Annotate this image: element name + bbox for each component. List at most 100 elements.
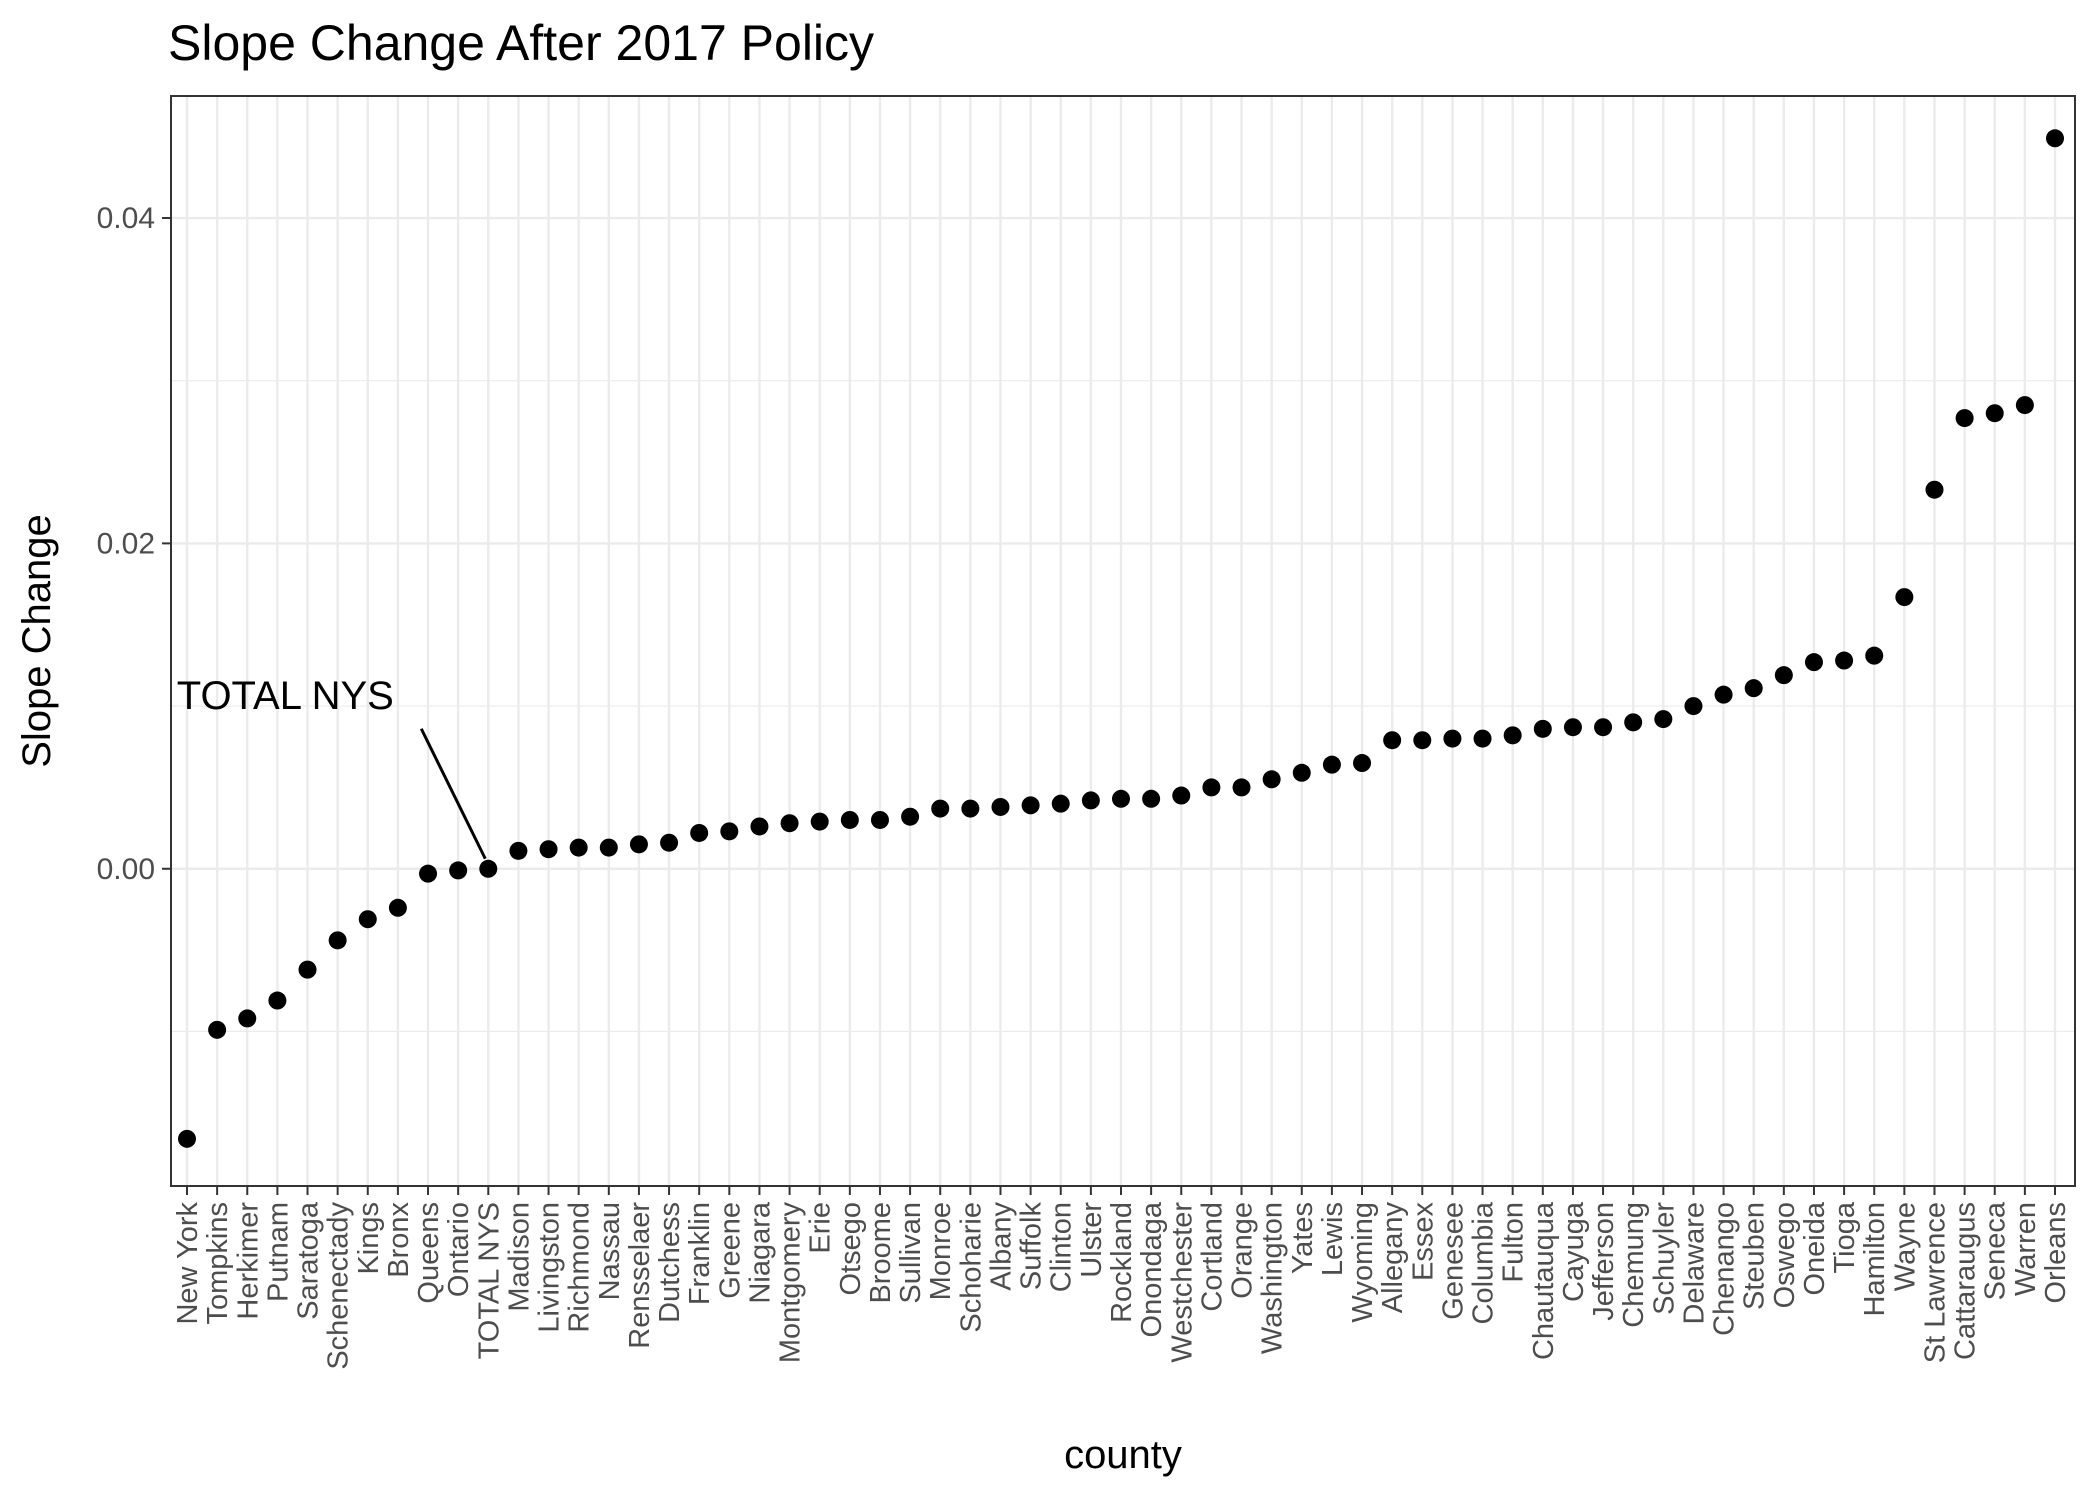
x-tick-label: Delaware [1678,1202,1710,1325]
data-point [599,838,618,857]
data-point [1925,480,1944,499]
data-point [1172,786,1191,805]
x-tick-label: St Lawrence [1919,1202,1951,1363]
data-point [1051,794,1070,813]
x-tick-label: Madison [503,1202,535,1312]
data-point [931,799,950,818]
data-point [1473,729,1492,748]
data-point [1774,666,1793,685]
x-tick-label: Saratoga [293,1201,325,1320]
x-tick-label: Allegany [1377,1202,1409,1314]
y-axis-title: Slope Change [15,514,59,768]
x-tick-label: Sullivan [895,1202,927,1304]
x-tick-label: Queens [413,1202,445,1304]
x-tick-label: Herkimer [232,1202,264,1320]
x-tick-label: Livingston [534,1202,566,1333]
plot-panel-border [170,95,2076,1187]
x-tick-label: Orleans [2040,1202,2072,1304]
x-tick-label: Cattaraugus [1950,1202,1982,1360]
x-tick-label: Chenango [1709,1202,1741,1336]
data-point [1955,409,1974,428]
x-tick-label: Broome [865,1202,897,1304]
x-tick-label: Oswego [1769,1202,1801,1308]
annotation-layer: TOTAL NYS [177,674,487,860]
data-point [1744,679,1763,698]
x-tick-label: Onondaga [1136,1201,1168,1337]
data-point [509,841,528,860]
x-tick-label: Richmond [564,1202,596,1333]
data-point [1865,646,1884,665]
x-tick-label: Tompkins [202,1202,234,1325]
data-point [1262,770,1281,789]
x-tick-label: Dutchess [654,1202,686,1323]
x-tick-label: Columbia [1468,1201,1500,1324]
x-tick-label: Greene [714,1202,746,1299]
x-axis-title: county [1064,1433,1182,1477]
x-tick-label: Schuyler [1648,1202,1680,1315]
y-tick-label: 0.00 [97,853,155,886]
data-point [810,812,829,831]
x-tick-label: Clinton [1046,1202,1078,1292]
x-tick-label: Cayuga [1558,1201,1590,1302]
data-point [1503,726,1522,745]
data-point [690,823,709,842]
x-tick-label: Suffolk [1016,1202,1048,1291]
data-point [1594,718,1613,737]
x-tick-label: Niagara [744,1201,776,1303]
data-point [629,835,648,854]
data-point [1985,404,2004,423]
x-tick-label: Albany [985,1202,1017,1291]
x-tick-label: Washington [1257,1202,1289,1354]
x-tick-label: Westchester [1166,1202,1198,1363]
data-point [328,931,347,950]
data-point [1081,791,1100,810]
data-point [870,810,889,829]
grid-lines [171,96,2075,1186]
x-tick-label: Franklin [684,1202,716,1305]
x-tick-label: Ontario [443,1202,475,1297]
data-point [449,861,468,880]
x-tick-label: Essex [1407,1202,1439,1281]
x-tick-label: Chautauqua [1528,1201,1560,1360]
y-axis: 0.00 0.02 0.04 [97,202,171,886]
data-point [1383,731,1402,750]
data-point [208,1020,227,1039]
data-point [1202,778,1221,797]
data-point [1322,755,1341,774]
annotation-label: TOTAL NYS [177,674,394,718]
data-point [2046,129,2064,148]
x-tick-label: Rensselaer [624,1202,656,1349]
x-tick-label: Montgomery [775,1202,807,1364]
x-tick-label: Putnam [262,1202,294,1302]
x-tick-label: Warren [2010,1202,2042,1296]
x-tick-label: Nassau [594,1202,626,1300]
x-tick-label: New York [172,1202,204,1325]
x-tick-label: Lewis [1317,1202,1349,1276]
data-point [1021,796,1040,815]
y-tick-label: 0.04 [97,202,155,235]
x-tick-label: Orange [1227,1202,1259,1299]
data-point [780,814,799,833]
data-point [991,797,1010,816]
data-points [178,129,2064,1148]
x-tick-label: Schoharie [955,1202,987,1333]
data-point [1232,778,1251,797]
data-point [268,991,287,1010]
data-point [840,810,859,829]
x-tick-label: Jefferson [1588,1202,1620,1321]
data-point [1835,651,1854,670]
x-tick-label: Tioga [1829,1201,1861,1273]
data-point [1624,713,1643,732]
data-point [1895,588,1914,607]
data-point [1714,685,1733,704]
data-point [539,840,558,859]
x-tick-label: Erie [805,1202,837,1254]
data-point [1112,789,1130,808]
y-tick-label: 0.02 [97,527,155,560]
data-point [750,817,769,836]
data-point [419,864,438,883]
x-tick-label: Otsego [835,1202,867,1296]
annotation-leader-line [419,728,487,860]
